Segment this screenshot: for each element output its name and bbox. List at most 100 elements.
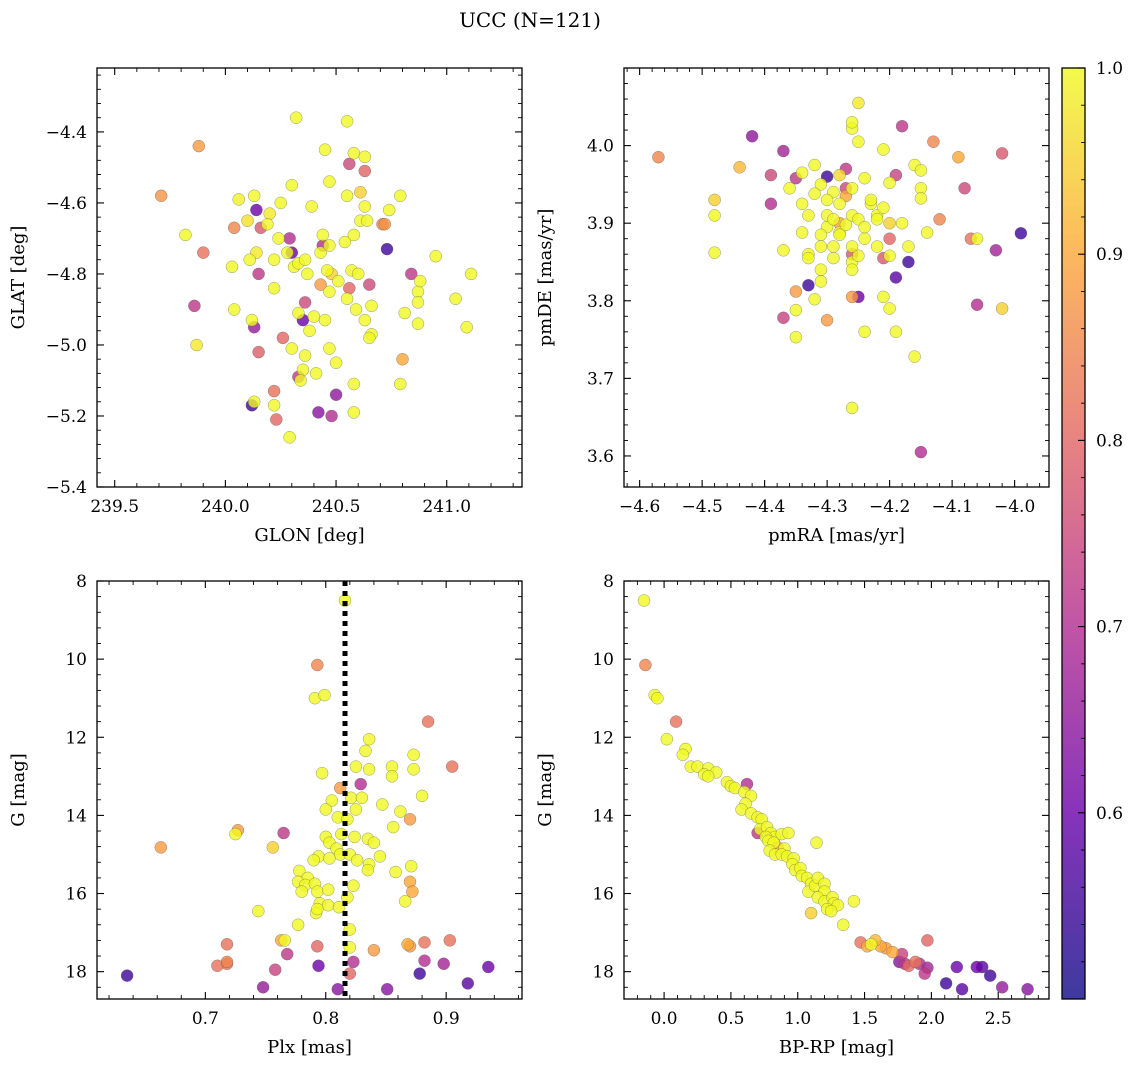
data-point	[301, 267, 314, 281]
x-axis-label: pmRA [mas/yr]	[768, 525, 905, 546]
x-tick-label: 1.0	[784, 1009, 811, 1029]
data-point	[445, 760, 459, 773]
data-point	[347, 955, 360, 969]
data-point	[995, 147, 1009, 160]
data-point	[315, 766, 329, 780]
data-point	[314, 246, 327, 259]
data-point	[347, 377, 361, 391]
data-point	[295, 885, 308, 898]
data-point	[918, 967, 931, 980]
data-point	[895, 119, 909, 133]
axes-frame	[623, 67, 1050, 488]
data-point	[405, 267, 418, 281]
data-point	[332, 900, 346, 914]
data-point	[833, 168, 846, 182]
data-point	[955, 982, 969, 996]
data-point	[845, 182, 859, 195]
data-point	[283, 232, 296, 245]
data-point	[311, 940, 324, 953]
y-tick-label: 14	[65, 806, 87, 826]
y-axis-label: G [mag]	[535, 753, 556, 826]
data-point	[362, 763, 376, 776]
data-point	[320, 264, 334, 277]
data-point	[814, 240, 828, 253]
y-axis-label: GLAT [deg]	[8, 226, 29, 330]
y-tick-label: 12	[592, 728, 614, 748]
data-point	[914, 445, 928, 459]
data-point	[192, 139, 206, 153]
data-point	[309, 367, 323, 380]
data-point	[827, 213, 840, 226]
data-point	[227, 303, 241, 316]
y-tick-label: 3.6	[587, 447, 614, 467]
data-point	[814, 228, 828, 242]
y-tick-label: −5.2	[46, 407, 87, 427]
data-point	[389, 865, 402, 879]
data-point	[197, 246, 210, 259]
data-point	[363, 331, 376, 345]
data-point	[363, 278, 376, 291]
y-tick-label: −5.0	[46, 336, 87, 356]
data-point	[354, 186, 367, 199]
colorbar-tick-label: 0.6	[1096, 804, 1123, 824]
data-point	[883, 232, 896, 245]
data-point	[367, 943, 381, 957]
data-point	[858, 325, 871, 339]
data-point	[660, 732, 674, 746]
data-point	[421, 715, 435, 728]
y-tick-label: 10	[592, 650, 614, 670]
data-point	[298, 253, 312, 266]
y-tick-label: 4.0	[587, 137, 614, 157]
data-point	[252, 267, 265, 281]
data-point	[247, 189, 261, 203]
data-point	[247, 395, 261, 409]
data-point	[272, 232, 285, 245]
data-point	[311, 658, 324, 672]
data-point	[245, 313, 259, 327]
data-point	[329, 356, 343, 369]
data-point	[358, 164, 372, 178]
data-point	[782, 826, 795, 840]
data-point	[285, 342, 299, 355]
data-point	[311, 885, 324, 898]
data-point	[413, 967, 426, 980]
data-point	[411, 317, 425, 330]
y-tick-label: −4.8	[46, 265, 87, 285]
data-point	[804, 906, 818, 920]
data-point	[256, 981, 270, 994]
data-point	[179, 228, 192, 242]
data-point	[651, 691, 664, 705]
data-point	[820, 313, 834, 327]
data-point	[358, 200, 372, 213]
data-point	[914, 192, 928, 205]
data-point	[321, 898, 335, 912]
data-point	[820, 193, 834, 207]
data-point	[394, 189, 407, 203]
data-point	[316, 228, 330, 242]
colorbar-tick-label: 0.7	[1096, 618, 1123, 638]
data-point	[889, 271, 903, 284]
data-point	[413, 274, 427, 288]
data-point	[637, 594, 651, 607]
data-point	[833, 228, 846, 242]
data-point	[154, 189, 168, 203]
colorbar-gradient	[1062, 68, 1085, 999]
data-point	[280, 947, 294, 961]
x-tick-label: 0.9	[433, 1009, 460, 1029]
data-point	[404, 859, 418, 873]
data-point	[652, 150, 665, 164]
data-point	[852, 96, 865, 110]
data-point	[347, 228, 361, 242]
data-point	[845, 263, 859, 276]
data-point	[789, 303, 803, 317]
y-tick-label: 16	[592, 885, 614, 905]
data-point	[382, 203, 396, 217]
data-point	[827, 240, 840, 253]
data-point	[332, 274, 345, 288]
data-point	[814, 178, 828, 191]
data-point	[443, 934, 457, 947]
data-point	[464, 267, 478, 281]
data-point	[380, 242, 394, 256]
data-point	[338, 235, 352, 249]
